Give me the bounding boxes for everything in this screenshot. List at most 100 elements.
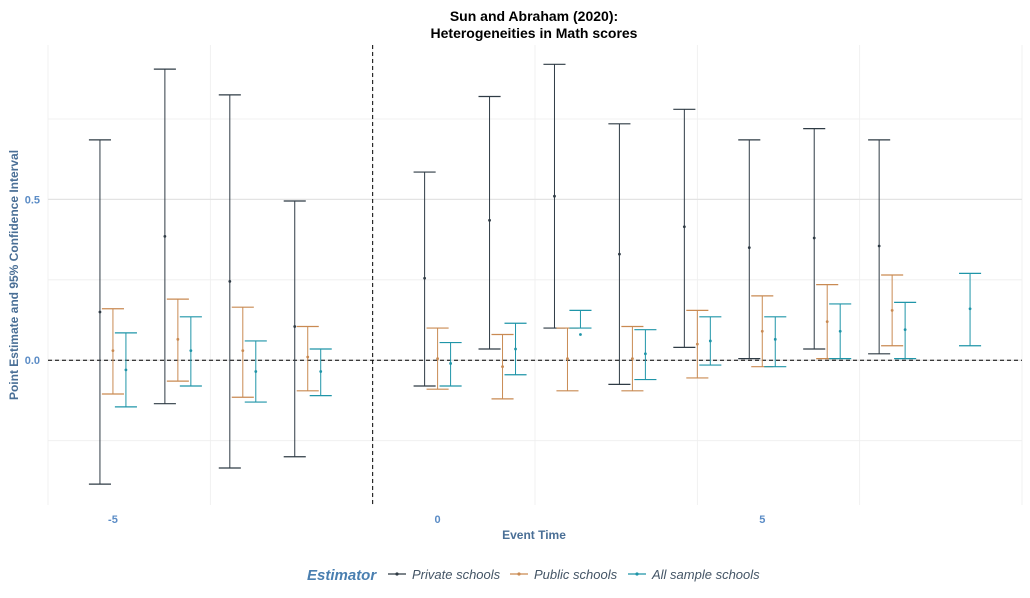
errorbar bbox=[543, 63, 566, 329]
point-estimate bbox=[228, 280, 232, 283]
legend-key-point bbox=[395, 572, 399, 576]
legend-items: Private schools Public schools All sample … bbox=[388, 567, 760, 582]
x-tick-label: 0 bbox=[435, 514, 441, 526]
legend-item: All sample schools bbox=[628, 567, 760, 582]
point-estimate bbox=[747, 246, 751, 250]
point-estimate bbox=[98, 310, 102, 314]
point-estimate bbox=[566, 357, 569, 361]
point-estimate bbox=[579, 333, 582, 336]
errorbar bbox=[608, 123, 631, 385]
errorbar bbox=[88, 139, 111, 485]
point-estimate bbox=[631, 357, 634, 361]
errorbar bbox=[218, 94, 241, 469]
point-estimate bbox=[293, 325, 297, 328]
reference-lines bbox=[48, 45, 1022, 505]
errorbar bbox=[959, 272, 982, 347]
point-estimate bbox=[254, 370, 258, 373]
point-estimate bbox=[189, 349, 193, 352]
errorbar bbox=[153, 68, 176, 405]
errorbar bbox=[231, 306, 254, 398]
x-tick-label: 5 bbox=[759, 514, 765, 526]
errorbar bbox=[673, 108, 696, 348]
errorbar bbox=[686, 309, 709, 379]
point-estimate bbox=[111, 349, 115, 352]
errorbar bbox=[699, 316, 722, 366]
legend-key-point bbox=[517, 572, 521, 576]
point-estimate bbox=[643, 352, 647, 356]
errorbar bbox=[803, 128, 826, 350]
errorbar bbox=[166, 298, 189, 382]
errorbar bbox=[179, 316, 202, 387]
errorbar bbox=[829, 303, 852, 360]
chart-subtitle: Heterogeneities in Math scores bbox=[431, 25, 638, 41]
point-estimate bbox=[708, 339, 712, 343]
point-estimate bbox=[488, 218, 491, 222]
point-estimate bbox=[838, 329, 842, 333]
y-axis-title: Point Estimate and 95% Confidence Interv… bbox=[7, 150, 21, 400]
point-estimate bbox=[449, 362, 452, 365]
series-private-schools bbox=[88, 63, 891, 485]
errorbar bbox=[244, 340, 267, 403]
legend: Estimator Private schools Public schools A… bbox=[307, 567, 760, 584]
errorbar bbox=[283, 200, 306, 458]
errorbar bbox=[426, 327, 449, 390]
errorbar bbox=[894, 301, 917, 360]
point-estimate bbox=[825, 320, 829, 324]
x-tick-label: -5 bbox=[108, 514, 118, 526]
errorbar bbox=[738, 139, 761, 360]
errorbar bbox=[296, 325, 319, 392]
errorbar bbox=[491, 333, 514, 400]
point-estimate bbox=[877, 244, 881, 248]
point-estimate bbox=[176, 337, 180, 341]
errorbar bbox=[751, 295, 774, 368]
errorbar bbox=[101, 308, 124, 395]
errorbar bbox=[478, 95, 501, 350]
point-estimate bbox=[812, 236, 816, 240]
point-estimate bbox=[501, 365, 504, 369]
y-tick-label: 0.0 bbox=[25, 355, 40, 367]
legend-item: Private schools bbox=[388, 567, 501, 582]
point-estimate bbox=[682, 225, 686, 229]
point-estimate bbox=[695, 342, 699, 346]
errorbar bbox=[764, 316, 787, 368]
errorbar bbox=[881, 274, 904, 347]
errorbar bbox=[309, 348, 332, 397]
y-tick-label: 0.5 bbox=[25, 194, 40, 206]
series-all-sample-schools bbox=[114, 272, 982, 408]
errorbar bbox=[621, 325, 644, 392]
point-estimate bbox=[514, 347, 517, 351]
y-tick-labels: 0.0 0.5 bbox=[25, 194, 40, 367]
grid-lines bbox=[47, 45, 1023, 505]
point-estimate bbox=[773, 337, 777, 341]
errorbar bbox=[504, 322, 527, 376]
x-tick-labels: -5 0 5 bbox=[108, 514, 765, 526]
point-estimate bbox=[241, 349, 245, 352]
errorbar bbox=[868, 139, 891, 355]
x-axis-title: Event Time bbox=[502, 528, 566, 542]
errorbar bbox=[556, 327, 579, 392]
legend-key-point bbox=[635, 572, 639, 576]
point-estimate bbox=[306, 355, 310, 359]
errorbar bbox=[634, 329, 657, 381]
point-estimate bbox=[760, 329, 764, 333]
errorbar bbox=[413, 171, 436, 387]
point-estimate bbox=[553, 194, 556, 198]
legend-item: Public schools bbox=[510, 567, 618, 582]
point-estimate bbox=[423, 276, 427, 280]
legend-title: Estimator bbox=[307, 567, 377, 584]
legend-label: All sample schools bbox=[651, 567, 760, 582]
point-estimate bbox=[903, 328, 907, 332]
errorbar bbox=[114, 332, 137, 408]
legend-label: Private schools bbox=[412, 567, 501, 582]
point-estimate bbox=[319, 370, 323, 373]
series-layer bbox=[88, 63, 982, 485]
chart-title: Sun and Abraham (2020): bbox=[450, 8, 618, 24]
errorbar bbox=[569, 309, 592, 336]
legend-label: Public schools bbox=[534, 567, 618, 582]
point-estimate bbox=[890, 308, 894, 312]
point-estimate bbox=[436, 357, 439, 361]
point-estimate bbox=[618, 252, 621, 256]
point-estimate bbox=[163, 234, 167, 238]
point-estimate bbox=[968, 307, 972, 311]
